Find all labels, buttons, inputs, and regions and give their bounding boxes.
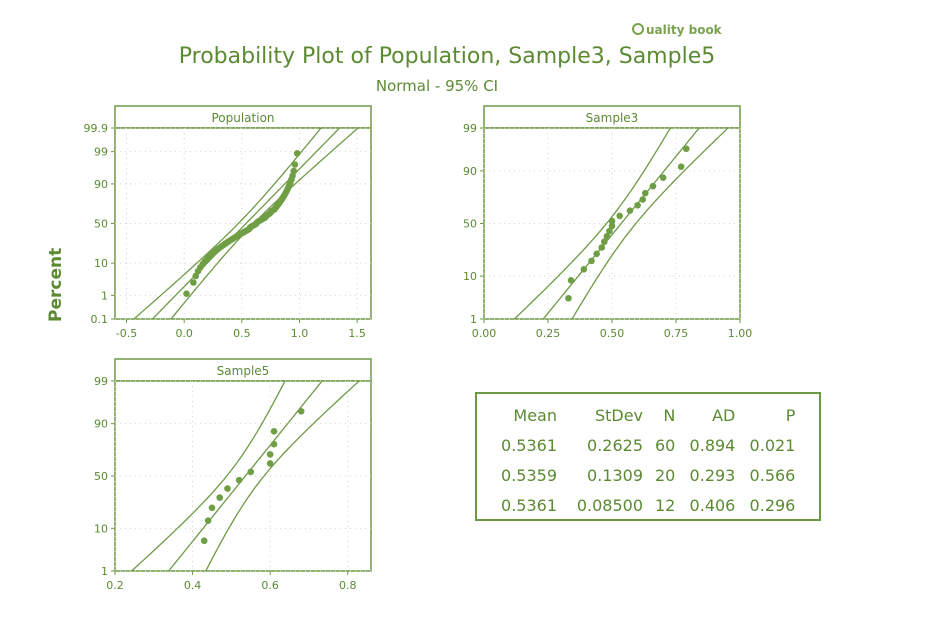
stats-table-box: Mean StDev N AD P 0.5361 0.2625 60 0.894 0…	[475, 392, 821, 521]
y-tick-label: 1	[470, 313, 477, 326]
data-point	[603, 233, 611, 240]
data-point	[593, 250, 600, 258]
header-p: P	[785, 405, 796, 425]
stats-row: 0.5359 0.1309 20 0.293 0.566	[501, 465, 796, 485]
data-point	[598, 244, 606, 251]
data-point	[204, 517, 212, 524]
ci-lower-band	[132, 128, 322, 319]
data-point	[235, 476, 243, 484]
x-tick-label: 0.00	[472, 327, 497, 340]
y-tick-label: 90	[94, 418, 108, 431]
data-point	[291, 161, 299, 168]
header-ad: AD	[712, 405, 736, 425]
data-point	[247, 468, 255, 476]
fit-line	[542, 128, 701, 319]
y-tick-label: 0.1	[91, 313, 109, 326]
x-tick-label: 0.75	[664, 327, 689, 340]
data-point	[216, 494, 224, 501]
data-point	[270, 428, 278, 435]
data-point	[190, 279, 197, 286]
data-point	[608, 217, 616, 225]
data-point	[290, 167, 298, 175]
fit-line	[167, 381, 323, 571]
ci-lower-band	[513, 128, 672, 319]
chart-subtitle: Normal - 95% CI	[375, 77, 499, 95]
data-point	[293, 150, 301, 157]
y-tick-label: 90	[94, 178, 108, 191]
q-logo-icon	[632, 23, 644, 35]
data-point	[649, 182, 657, 190]
stats-table: Mean StDev N AD P 0.5361 0.2625 60 0.894 0…	[485, 400, 801, 520]
ci-upper-band	[571, 128, 729, 319]
data-point	[601, 238, 608, 246]
data-point	[639, 196, 647, 203]
y-tick-label: 1	[101, 289, 108, 302]
y-tick-label: 50	[463, 218, 477, 231]
header-mean: Mean	[513, 405, 557, 425]
data-point	[200, 537, 208, 545]
data-point	[634, 201, 641, 209]
data-point	[588, 257, 595, 265]
data-point	[580, 265, 588, 273]
fit-line	[151, 128, 341, 319]
data-point	[266, 460, 274, 467]
x-tick-label: 0.5	[233, 327, 251, 340]
data-point	[641, 189, 649, 197]
y-tick-label: 99	[94, 375, 108, 388]
y-tick-label: 90	[463, 165, 477, 178]
y-tick-label: 10	[94, 257, 108, 270]
y-tick-label: 10	[463, 270, 477, 283]
y-tick-label: 10	[94, 522, 108, 535]
data-point	[606, 227, 613, 235]
brand-logo: uality book	[632, 22, 722, 37]
x-tick-label: 0.4	[184, 579, 202, 592]
x-tick-label: 1.0	[291, 327, 309, 340]
y-tick-label: 50	[94, 470, 108, 483]
chart-title: Probability Plot of Population, Sample3,…	[178, 44, 716, 69]
data-point	[266, 451, 274, 458]
data-point	[608, 222, 616, 230]
ci-lower-band	[130, 381, 286, 571]
x-tick-label: 0.8	[339, 579, 357, 592]
stats-row: 0.5361 0.08500 12 0.406 0.296	[501, 495, 796, 515]
stats-row: 0.5361 0.2625 60 0.894 0.021	[501, 435, 796, 455]
plot-area	[114, 380, 372, 572]
x-tick-label: -0.5	[116, 327, 137, 340]
x-tick-label: 1.5	[348, 327, 366, 340]
data-point	[616, 212, 623, 220]
y-tick-label: 1	[101, 565, 108, 578]
panel-title: Sample5	[217, 364, 270, 378]
x-tick-label: 0.25	[536, 327, 561, 340]
data-point	[224, 485, 231, 492]
data-point	[208, 504, 216, 512]
ci-upper-band	[205, 381, 361, 571]
data-point	[183, 290, 190, 297]
header-n: N	[663, 405, 676, 425]
x-tick-label: 0.6	[261, 579, 279, 592]
y-tick-label: 99	[463, 122, 477, 135]
stats-header-row: Mean StDev N AD P	[485, 400, 801, 430]
data-point	[270, 440, 278, 448]
data-point	[565, 294, 572, 302]
x-tick-label: 1.00	[728, 327, 753, 340]
x-tick-label: 0.50	[600, 327, 625, 340]
data-point	[659, 174, 667, 182]
x-tick-label: 0.2	[106, 579, 124, 592]
data-point	[677, 163, 685, 171]
x-tick-label: 0.0	[175, 327, 193, 340]
panel-title: Population	[211, 111, 274, 125]
header-stdev: StDev	[594, 405, 643, 425]
panel-title: Sample3	[586, 111, 639, 125]
data-point	[682, 145, 690, 153]
data-point	[626, 207, 634, 214]
plot-area	[114, 127, 372, 320]
y-tick-label: 50	[94, 218, 108, 231]
data-point	[567, 276, 575, 284]
y-tick-label: 99	[94, 146, 108, 159]
y-tick-label: 99.9	[84, 122, 109, 135]
data-point	[297, 407, 305, 415]
